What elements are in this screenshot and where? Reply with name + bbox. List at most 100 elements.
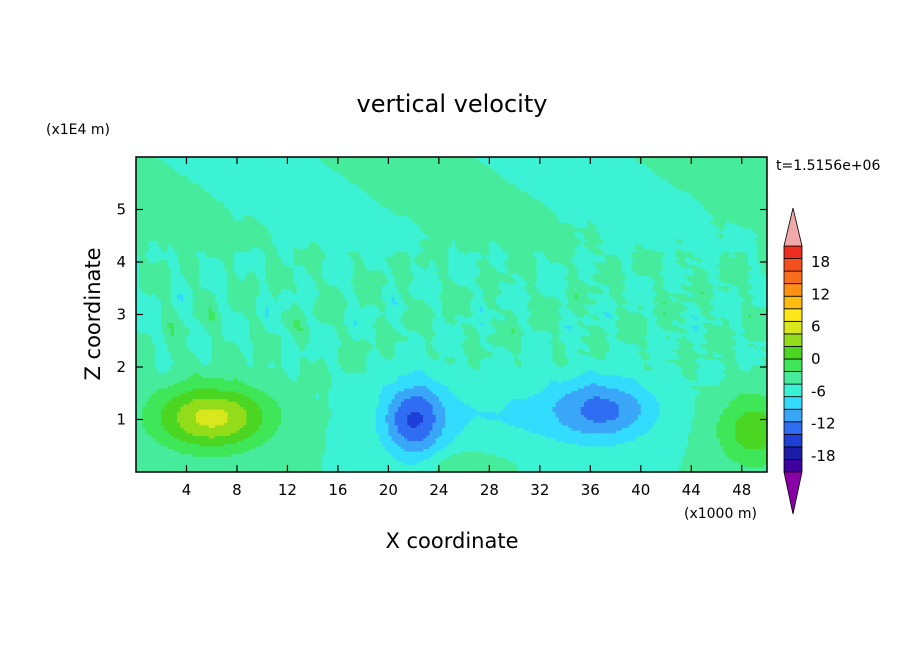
- field-cell: [151, 395, 156, 400]
- field-cell: [221, 275, 225, 279]
- field-cell: [224, 458, 229, 463]
- field-cell: [151, 445, 156, 449]
- field-cell: [170, 359, 175, 363]
- field-cell: [180, 167, 184, 171]
- field-cell: [230, 293, 235, 297]
- field-cell: [154, 264, 159, 268]
- field-cell: [192, 296, 197, 300]
- field-cell: [170, 290, 175, 295]
- field-cell: [154, 185, 159, 190]
- field-cell: [221, 283, 225, 287]
- field-cell: [145, 367, 150, 371]
- field-cell: [183, 248, 188, 253]
- field-cell: [142, 395, 147, 400]
- field-cell: [186, 230, 191, 234]
- field-cell: [218, 330, 222, 334]
- field-cell: [221, 422, 225, 426]
- field-cell: [211, 419, 216, 423]
- field-cell: [142, 259, 147, 263]
- field-cell: [151, 298, 156, 302]
- field-cell: [142, 464, 147, 468]
- field-cell: [180, 466, 184, 470]
- field-cell: [227, 340, 232, 344]
- field-cell: [214, 330, 219, 334]
- field-cell: [136, 196, 140, 200]
- field-cell: [224, 233, 229, 237]
- field-cell: [214, 283, 219, 287]
- field-cell: [195, 246, 200, 250]
- field-cell: [199, 346, 203, 350]
- field-cell: [139, 464, 143, 468]
- field-cell: [173, 185, 178, 190]
- field-cell: [136, 461, 140, 465]
- field-cell: [148, 453, 153, 457]
- field-cell: [227, 367, 232, 371]
- field-cell: [211, 220, 216, 224]
- field-cell: [158, 209, 162, 213]
- field-cell: [183, 288, 188, 292]
- field-cell: [161, 306, 165, 310]
- field-cell: [233, 448, 238, 452]
- field-cell: [192, 448, 197, 452]
- field-cell: [142, 440, 147, 444]
- field-cell: [189, 178, 194, 182]
- field-cell: [221, 448, 225, 452]
- field-cell: [161, 256, 165, 260]
- field-cell: [195, 430, 200, 434]
- field-cell: [142, 317, 147, 321]
- field-cell: [177, 424, 181, 428]
- field-cell: [208, 296, 213, 300]
- field-cell: [161, 464, 165, 468]
- field-cell: [180, 311, 184, 316]
- field-cell: [183, 180, 188, 184]
- field-cell: [164, 269, 169, 274]
- field-cell: [139, 209, 143, 213]
- field-cell: [202, 353, 207, 358]
- field-cell: [214, 188, 219, 192]
- field-cell: [189, 309, 194, 313]
- field-cell: [202, 204, 207, 208]
- field-cell: [177, 222, 181, 226]
- field-cell: [199, 448, 203, 452]
- field-cell: [183, 267, 188, 271]
- field-cell: [227, 338, 232, 342]
- field-cell: [227, 188, 232, 192]
- field-cell: [180, 283, 184, 287]
- field-cell: [139, 361, 143, 365]
- field-cell: [167, 167, 172, 171]
- field-cell: [224, 398, 229, 402]
- field-cell: [154, 414, 159, 418]
- field-cell: [136, 448, 140, 452]
- field-cell: [192, 451, 197, 455]
- field-cell: [164, 293, 169, 297]
- field-cell: [202, 424, 207, 428]
- field-cell: [202, 314, 207, 318]
- field-cell: [208, 193, 213, 197]
- field-cell: [151, 403, 156, 407]
- field-cell: [202, 330, 207, 334]
- field-cell: [177, 356, 181, 360]
- field-cell: [151, 285, 156, 289]
- field-cell: [195, 172, 200, 176]
- field-cell: [167, 393, 172, 397]
- field-cell: [142, 393, 147, 397]
- field-cell: [233, 388, 238, 392]
- field-cell: [154, 406, 159, 410]
- field-cell: [189, 262, 194, 266]
- field-cell: [199, 327, 203, 331]
- field-cell: [186, 275, 191, 279]
- field-cell: [189, 233, 194, 237]
- field-cell: [236, 445, 241, 449]
- field-cell: [154, 285, 159, 289]
- field-cell: [224, 167, 229, 171]
- field-cell: [183, 241, 188, 245]
- field-cell: [227, 335, 232, 339]
- field-cell: [142, 382, 147, 386]
- field-cell: [139, 301, 143, 305]
- field-cell: [136, 214, 140, 218]
- field-cell: [211, 191, 216, 195]
- field-cell: [136, 398, 140, 402]
- field-cell: [173, 159, 178, 163]
- field-cell: [161, 283, 165, 287]
- field-cell: [230, 372, 235, 376]
